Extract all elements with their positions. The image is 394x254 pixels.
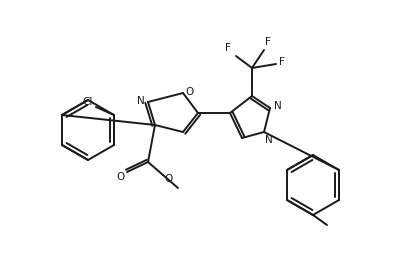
Text: O: O xyxy=(186,87,194,97)
Text: F: F xyxy=(225,43,231,53)
Text: N: N xyxy=(137,96,145,106)
Text: O: O xyxy=(165,174,173,184)
Text: F: F xyxy=(279,57,285,67)
Text: O: O xyxy=(117,172,125,182)
Text: F: F xyxy=(265,37,271,47)
Text: N: N xyxy=(265,135,273,145)
Text: N: N xyxy=(274,101,282,111)
Text: Cl: Cl xyxy=(83,97,93,107)
